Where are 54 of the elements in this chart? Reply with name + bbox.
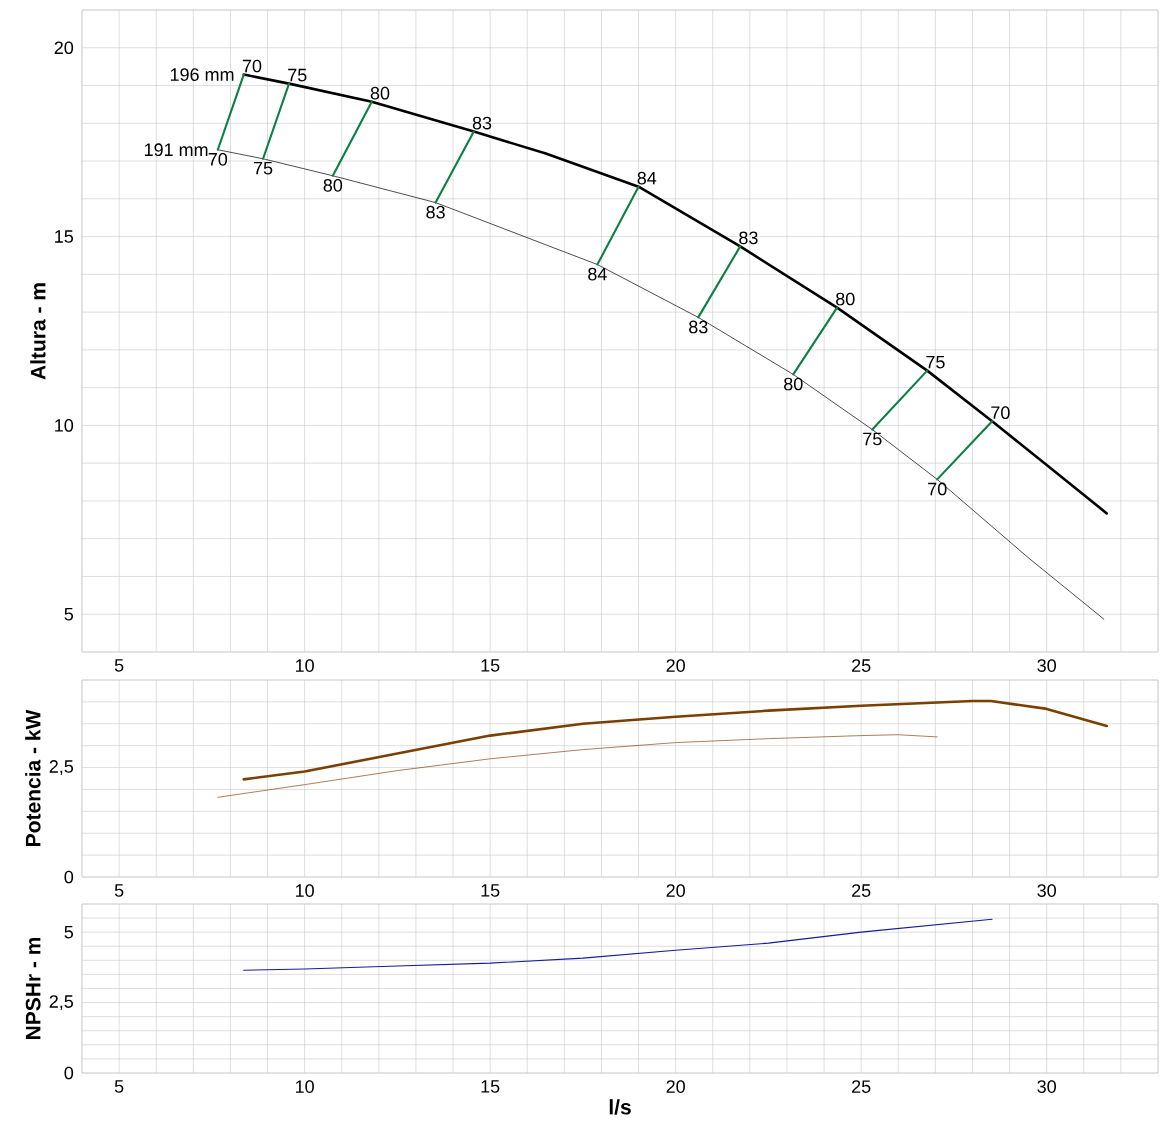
annotation: 70 xyxy=(208,152,228,166)
x-tick-label: 20 xyxy=(666,659,685,672)
x-axis-title: l/s xyxy=(609,1099,631,1115)
annotation: 80 xyxy=(370,86,390,100)
annotation: 80 xyxy=(836,292,855,306)
x-tick-label: 15 xyxy=(481,884,500,897)
x-tick-label: 20 xyxy=(666,1080,685,1093)
annotation: 75 xyxy=(288,68,307,82)
line-series xyxy=(243,918,993,971)
annotation: 80 xyxy=(784,377,803,391)
x-tick-label: 30 xyxy=(1037,884,1056,897)
y-tick-label: 20 xyxy=(54,41,74,55)
y-tick-label: 0 xyxy=(64,870,74,884)
x-tick-label: 5 xyxy=(114,884,124,897)
x-tick-label: 10 xyxy=(295,659,314,672)
y-tick-label: 5 xyxy=(64,607,74,621)
annotation: 70 xyxy=(242,59,262,73)
y-axis-title: NPSHr - m xyxy=(25,937,41,1040)
line-series xyxy=(242,699,1109,781)
annotation: 80 xyxy=(323,178,343,192)
x-tick-label: 10 xyxy=(295,884,314,897)
y-axis-title: Altura - m xyxy=(30,283,46,380)
x-tick-label: 5 xyxy=(114,1080,124,1093)
annotation: 83 xyxy=(472,116,492,130)
y-axis-title: Potencia - kW xyxy=(25,709,41,846)
annotation: 75 xyxy=(926,355,945,369)
y-tick-label: 2,5 xyxy=(49,995,74,1011)
line-series xyxy=(217,734,938,798)
annotation: 75 xyxy=(863,432,882,446)
x-tick-label: 20 xyxy=(666,884,685,897)
x-tick-label: 25 xyxy=(852,1080,871,1093)
x-tick-label: 15 xyxy=(481,659,500,672)
annotation: 83 xyxy=(689,320,708,334)
x-tick-label: 25 xyxy=(852,659,871,672)
annotation: 75 xyxy=(253,161,273,175)
x-tick-label: 30 xyxy=(1037,659,1056,672)
annotation: 70 xyxy=(991,406,1010,420)
x-tick-label: 30 xyxy=(1037,1080,1056,1093)
series-label: 191 mm xyxy=(144,143,208,157)
annotation: 84 xyxy=(637,171,657,185)
x-tick-label: 25 xyxy=(852,884,871,897)
y-tick-label: 2,5 xyxy=(49,760,74,775)
annotation: 83 xyxy=(426,205,445,219)
annotation: 70 xyxy=(928,482,947,496)
x-tick-label: 5 xyxy=(114,659,124,672)
y-tick-label: 10 xyxy=(55,419,74,432)
y-tick-label: 15 xyxy=(55,230,74,243)
x-tick-label: 10 xyxy=(295,1080,314,1093)
y-tick-label: 5 xyxy=(64,925,74,939)
series-label: 196 mm xyxy=(170,68,234,81)
y-tick-label: 0 xyxy=(64,1066,74,1080)
x-tick-label: 15 xyxy=(481,1080,500,1093)
annotation: 84 xyxy=(588,267,607,281)
annotation: 83 xyxy=(739,231,758,245)
